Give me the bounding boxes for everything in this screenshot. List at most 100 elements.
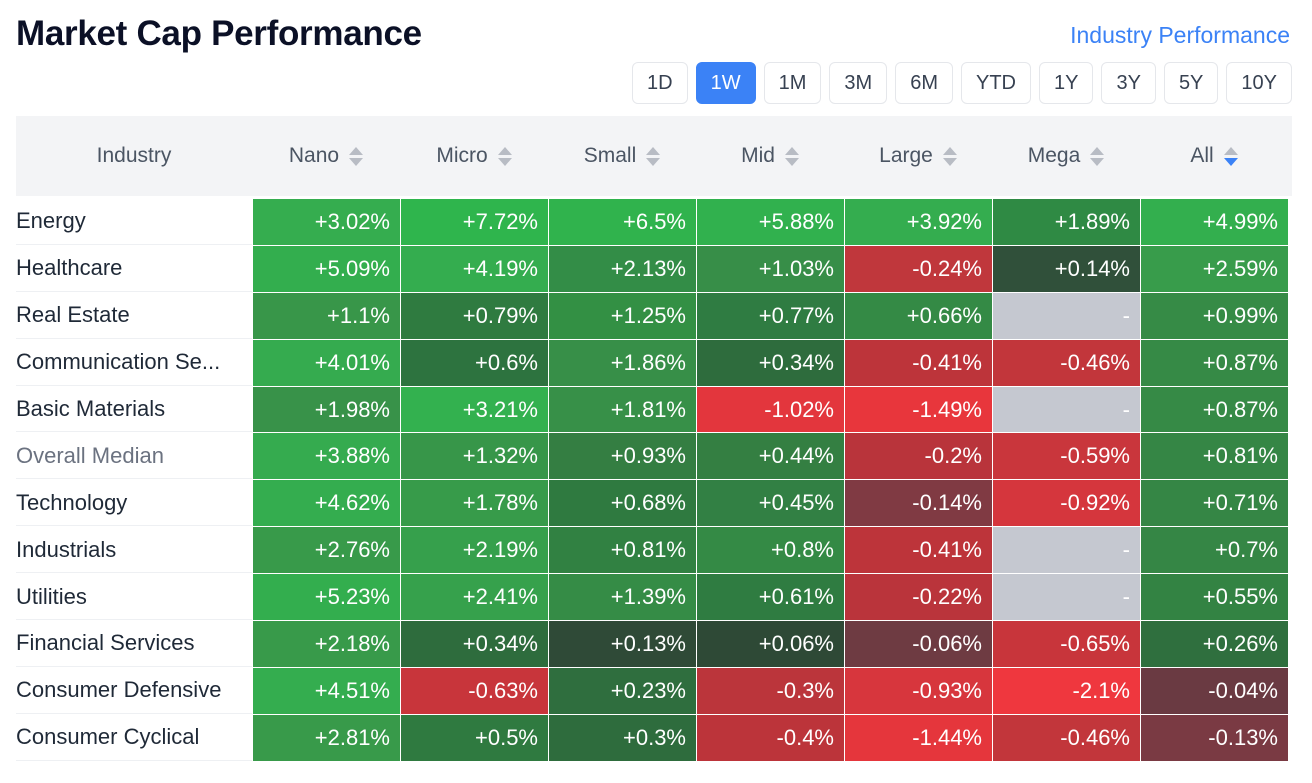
performance-cell-micro: +0.5% xyxy=(400,714,548,761)
performance-cell-large: -0.06% xyxy=(844,621,992,667)
table-row[interactable]: Real Estate +1.1% +0.79% +1.25% +0.77% +0.66%… xyxy=(16,292,1292,340)
performance-cell-mid: -0.4% xyxy=(696,714,844,761)
table-row[interactable]: Communication Se... +4.01% +0.6% +1.86% +0.3… xyxy=(16,339,1292,387)
industry-name[interactable]: Real Estate xyxy=(16,293,252,339)
performance-cell-small: +0.23% xyxy=(548,667,696,714)
performance-cell-all: +0.26% xyxy=(1140,621,1288,667)
period-button-10y[interactable]: 10Y xyxy=(1226,62,1292,104)
performance-cell-large: -0.41% xyxy=(844,527,992,574)
performance-cell-nano: +1.1% xyxy=(252,292,400,339)
sort-up-icon xyxy=(784,146,799,155)
sort-icon[interactable] xyxy=(1090,146,1105,166)
performance-cell-large: -0.2% xyxy=(844,433,992,480)
industry-name[interactable]: Consumer Defensive xyxy=(16,668,252,714)
period-button-1d[interactable]: 1D xyxy=(632,62,688,104)
sort-down-icon xyxy=(497,157,512,166)
sort-down-icon xyxy=(1223,157,1238,166)
performance-cell-all: +2.59% xyxy=(1140,245,1288,292)
period-button-1y[interactable]: 1Y xyxy=(1039,62,1094,104)
column-header-mid[interactable]: Mid xyxy=(696,116,844,196)
performance-cell-nano: +4.01% xyxy=(252,339,400,386)
industry-name[interactable]: Communication Se... xyxy=(16,340,252,386)
performance-cell-nano: +2.18% xyxy=(252,621,400,667)
column-header-large[interactable]: Large xyxy=(844,116,992,196)
sort-icon[interactable] xyxy=(784,146,799,166)
sort-icon[interactable] xyxy=(497,146,512,166)
table-row[interactable]: Industrials +2.76% +2.19% +0.81% +0.8% -0.41%… xyxy=(16,527,1292,575)
performance-cell-all: +0.81% xyxy=(1140,433,1288,480)
performance-cell-large: -0.41% xyxy=(844,339,992,386)
column-header-nano[interactable]: Nano xyxy=(252,116,400,196)
industry-performance-link[interactable]: Industry Performance xyxy=(1070,22,1290,48)
table-row[interactable]: Healthcare +5.09% +4.19% +2.13% +1.03% -0.24%… xyxy=(16,245,1292,293)
performance-cell-mid: +0.8% xyxy=(696,527,844,574)
performance-cell-nano: +5.09% xyxy=(252,245,400,292)
performance-cell-small: +1.86% xyxy=(548,339,696,386)
industry-name[interactable]: Energy xyxy=(16,199,252,245)
table-row[interactable]: Overall Median +3.88% +1.32% +0.93% +0.44% -0… xyxy=(16,433,1292,481)
table-row[interactable]: Technology +4.62% +1.78% +0.68% +0.45% -0.14%… xyxy=(16,480,1292,528)
industry-name[interactable]: Consumer Cyclical xyxy=(16,715,252,761)
performance-cell-nano: +4.51% xyxy=(252,667,400,714)
performance-cell-large: -0.24% xyxy=(844,245,992,292)
industry-name[interactable]: Overall Median xyxy=(16,433,252,480)
performance-cell-mega: +1.89% xyxy=(992,199,1140,245)
performance-cell-mid: +0.34% xyxy=(696,339,844,386)
performance-cell-large: -0.93% xyxy=(844,667,992,714)
performance-cell-mid: +0.77% xyxy=(696,292,844,339)
sort-icon[interactable] xyxy=(349,146,364,166)
performance-cell-nano: +1.98% xyxy=(252,386,400,433)
performance-cell-nano: +3.02% xyxy=(252,199,400,245)
performance-cell-micro: +3.21% xyxy=(400,386,548,433)
sort-down-icon xyxy=(646,157,661,166)
table-row[interactable]: Utilities +5.23% +2.41% +1.39% +0.61% -0.22% -… xyxy=(16,574,1292,622)
industry-name[interactable]: Utilities xyxy=(16,574,252,621)
performance-cell-all: -0.13% xyxy=(1140,714,1288,761)
performance-cell-micro: +0.34% xyxy=(400,621,548,667)
period-button-ytd[interactable]: YTD xyxy=(961,62,1031,104)
sort-icon[interactable] xyxy=(1223,146,1238,166)
performance-cell-all: -0.04% xyxy=(1140,667,1288,714)
sort-down-icon xyxy=(942,157,957,166)
column-header-industry[interactable]: Industry xyxy=(16,116,252,196)
column-header-label: Large xyxy=(879,144,933,167)
table-row[interactable]: Consumer Cyclical +2.81% +0.5% +0.3% -0.4% -1… xyxy=(16,714,1292,762)
industry-name[interactable]: Industrials xyxy=(16,527,252,574)
period-button-3m[interactable]: 3M xyxy=(829,62,888,104)
column-header-label: Mega xyxy=(1027,144,1081,167)
period-button-6m[interactable]: 6M xyxy=(895,62,953,104)
performance-cell-small: +6.5% xyxy=(548,199,696,245)
performance-cell-mega: - xyxy=(992,527,1140,574)
period-button-5y[interactable]: 5Y xyxy=(1163,62,1219,104)
performance-cell-mid: -1.02% xyxy=(696,386,844,433)
industry-name[interactable]: Financial Services xyxy=(16,621,252,667)
column-header-small[interactable]: Small xyxy=(548,116,696,196)
performance-cell-all: +0.99% xyxy=(1140,292,1288,339)
performance-cell-large: -1.49% xyxy=(844,386,992,433)
sort-icon[interactable] xyxy=(942,146,957,166)
period-button-3y[interactable]: 3Y xyxy=(1101,62,1156,104)
period-button-1m[interactable]: 1M xyxy=(763,62,822,104)
sort-icon[interactable] xyxy=(646,146,661,166)
column-header-all[interactable]: All xyxy=(1140,116,1288,196)
column-header-micro[interactable]: Micro xyxy=(400,116,548,196)
column-header-mega[interactable]: Mega xyxy=(992,116,1140,196)
table-row[interactable]: Energy +3.02% +7.72% +6.5% +5.88% +3.92% +1.89… xyxy=(16,199,1292,246)
performance-cell-small: +2.13% xyxy=(548,245,696,292)
table-row[interactable]: Basic Materials +1.98% +3.21% +1.81% -1.02% -… xyxy=(16,386,1292,434)
performance-cell-all: +0.55% xyxy=(1140,574,1288,621)
performance-cell-small: +0.13% xyxy=(548,621,696,667)
period-button-1w[interactable]: 1W xyxy=(695,62,756,104)
performance-cell-all: +0.7% xyxy=(1140,527,1288,574)
industry-name[interactable]: Basic Materials xyxy=(16,387,252,433)
performance-cell-small: +0.93% xyxy=(548,433,696,480)
performance-cell-small: +1.81% xyxy=(548,386,696,433)
table-row[interactable]: Financial Services +2.18% +0.34% +0.13% +0.0… xyxy=(16,621,1292,668)
sort-down-icon xyxy=(784,157,799,166)
industry-name[interactable]: Technology xyxy=(16,480,252,527)
performance-cell-small: +0.68% xyxy=(548,480,696,527)
industry-name[interactable]: Healthcare xyxy=(16,246,252,292)
performance-cell-micro: +4.19% xyxy=(400,245,548,292)
table-row[interactable]: Consumer Defensive +4.51% -0.63% +0.23% -0.3… xyxy=(16,667,1292,715)
performance-cell-mega: - xyxy=(992,386,1140,433)
